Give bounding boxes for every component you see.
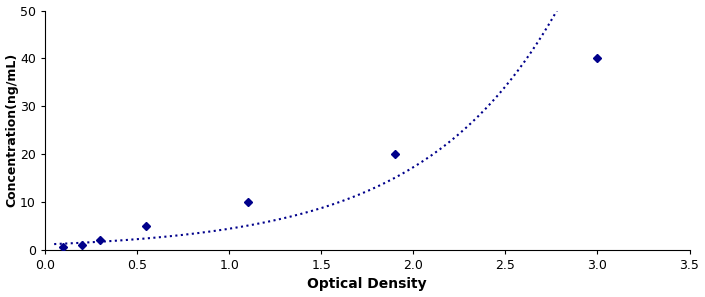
X-axis label: Optical Density: Optical Density [307,277,427,291]
Y-axis label: Concentration(ng/mL): Concentration(ng/mL) [6,53,18,207]
